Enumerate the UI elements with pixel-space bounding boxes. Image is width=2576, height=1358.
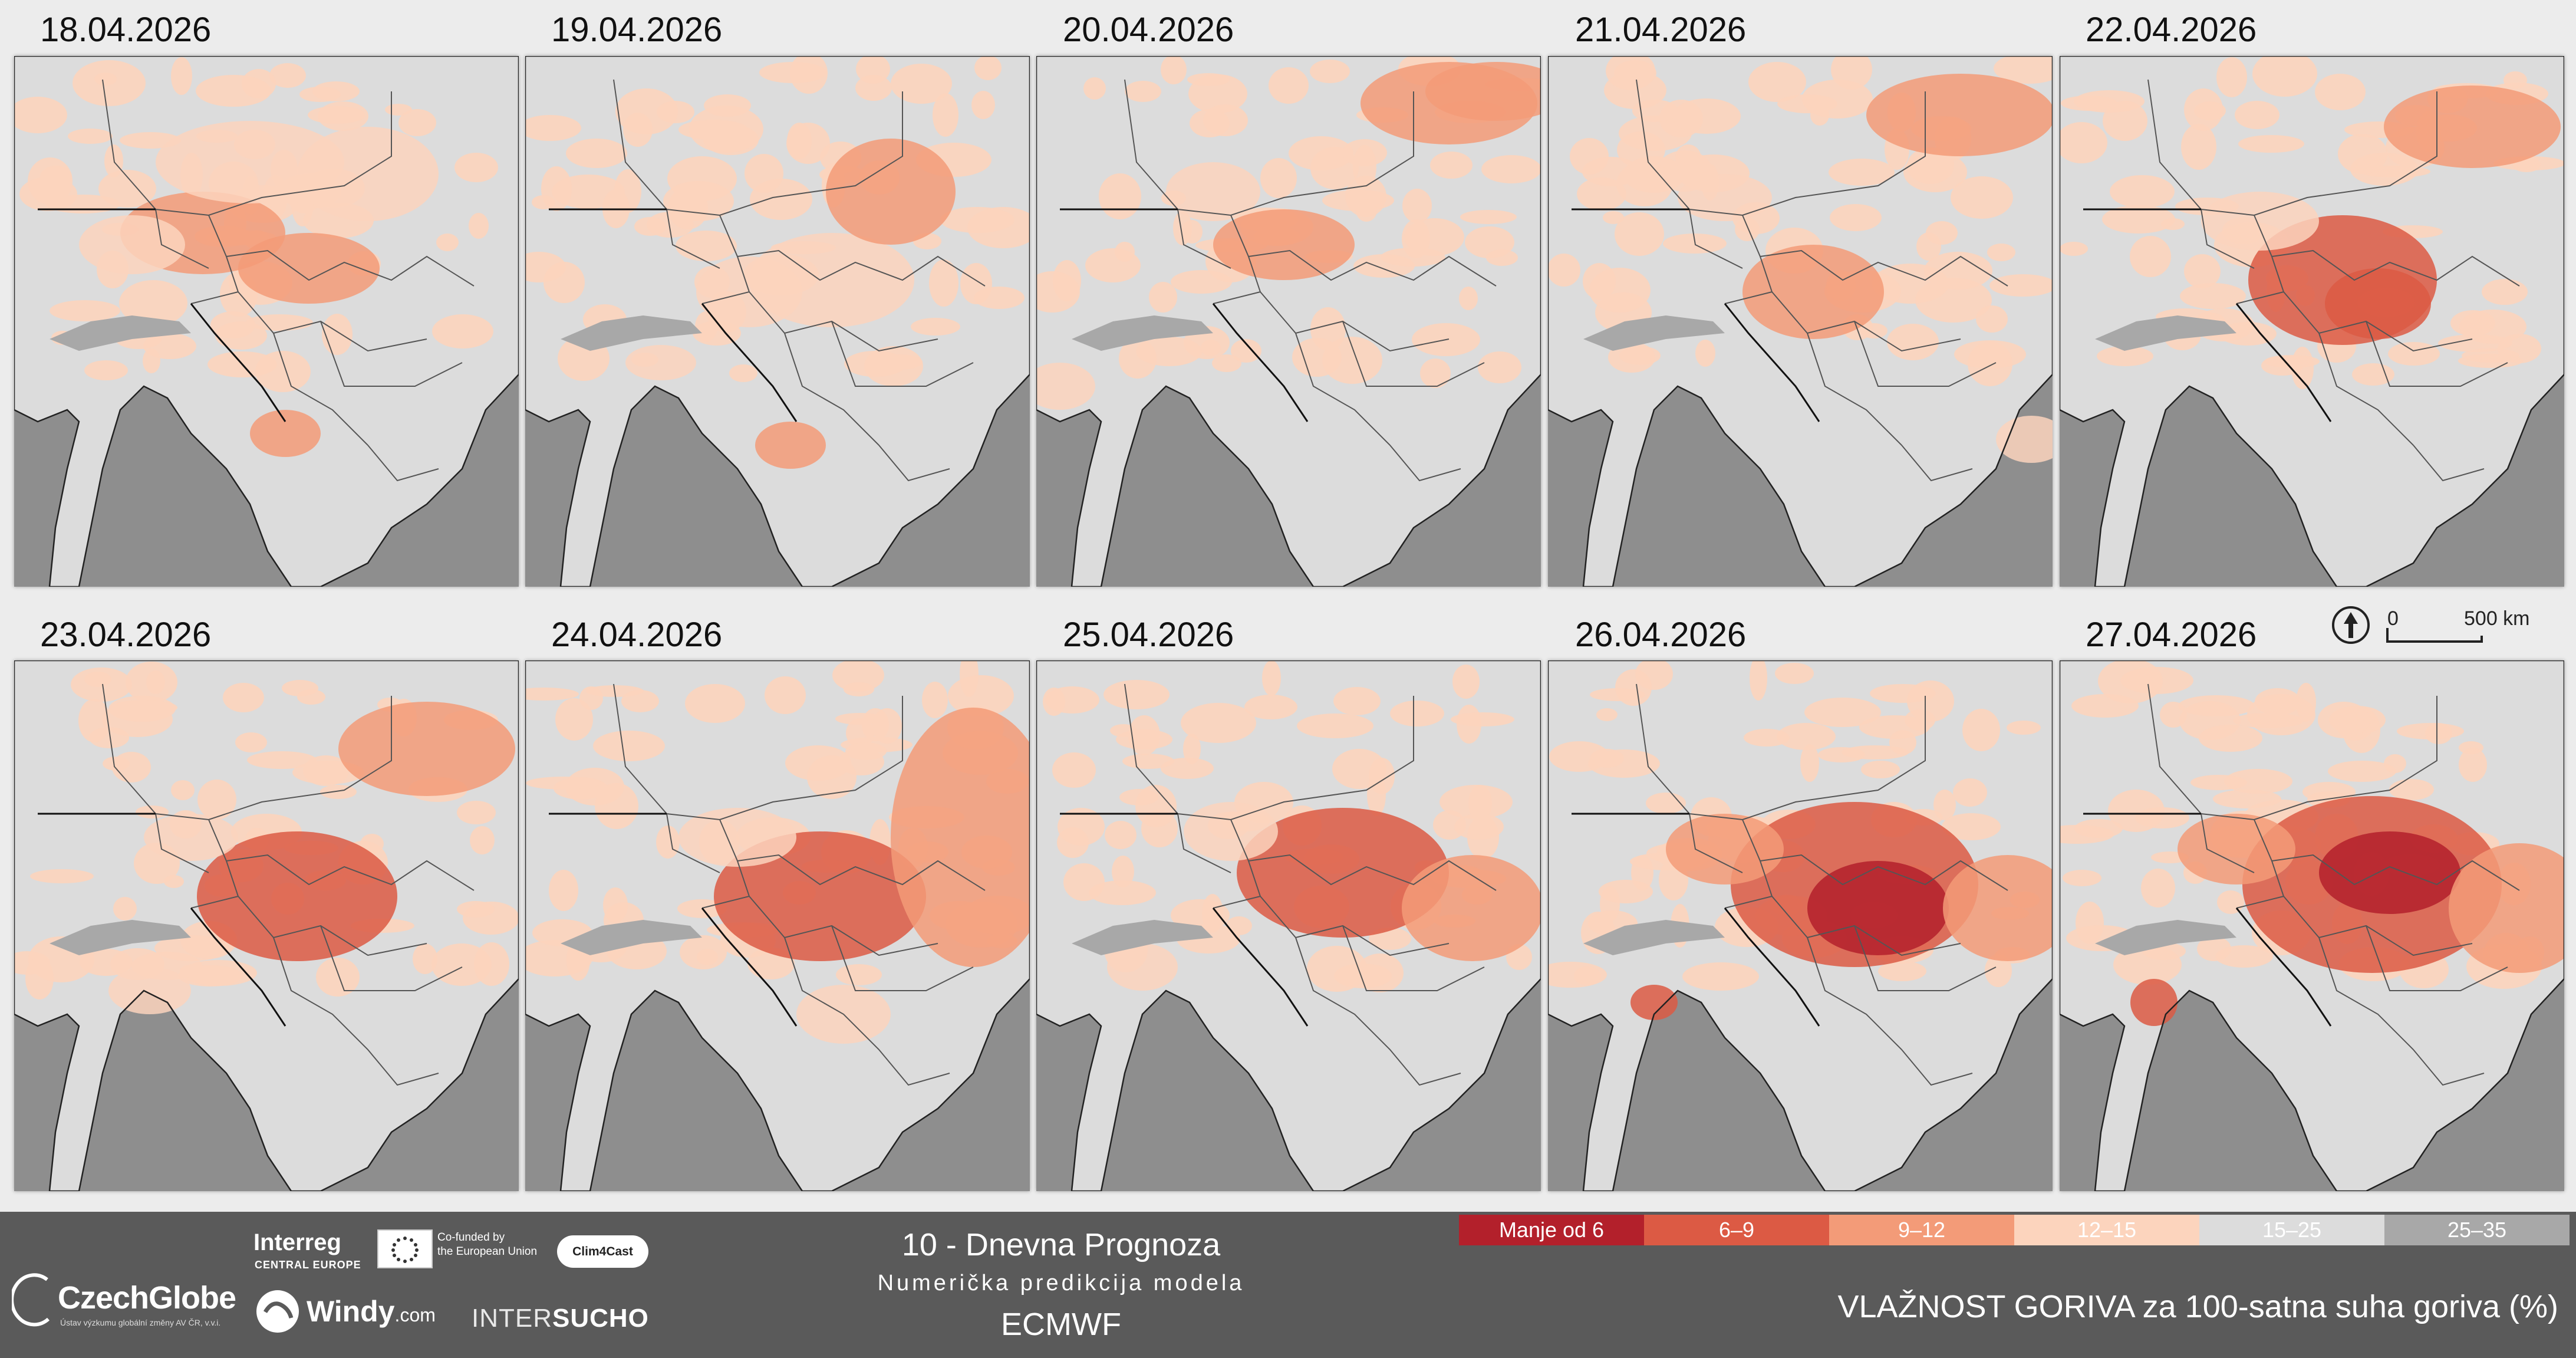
eu-cofunded: Co-funded by the European Union [437,1231,538,1258]
panel-date-8: 25.04.2026 [1063,616,1234,654]
north-arrow-icon [2332,606,2370,644]
scale-zero: 0 [2387,607,2399,630]
czechglobe-ring-icon [12,1273,50,1327]
czechglobe-name: CzechGlobe [58,1280,236,1316]
panel-date-1: 18.04.2026 [40,11,212,49]
interreg-logo: Interreg [253,1229,341,1255]
eu-flag-icon [377,1229,433,1268]
forecast-title: 10 - Dnevna Prognoza [901,1227,1221,1262]
panel-date-9: 26.04.2026 [1575,616,1747,654]
forecast-map-3 [1036,56,1541,587]
intersucho-logo: INTERSUCHO [472,1304,649,1333]
forecast-map-7 [525,660,1030,1191]
scale-distance: 500 km [2464,607,2530,630]
forecast-map-6 [14,660,519,1191]
legend-class-6: 25–35 [2384,1215,2570,1245]
panel-date-4: 21.04.2026 [1575,11,1747,49]
panel-date-5: 22.04.2026 [2086,11,2257,49]
forecast-map-8 [1036,660,1541,1191]
czechglobe-logo: CzechGlobe Ústav výzkumu globální změny … [12,1247,242,1347]
forecast-map-5 [2060,56,2564,587]
color-legend: Manje od 6 6–9 9–12 12–15 15–25 25–35 [1459,1215,2570,1245]
model-name: ECMWF [1001,1307,1121,1342]
legend-class-2: 6–9 [1644,1215,1829,1245]
panel-date-6: 23.04.2026 [40,616,212,654]
scale-bar: 0 500 km [2328,601,2564,649]
clim4cast-logo: Clim4Cast [557,1235,648,1268]
windy-icon [256,1290,299,1333]
legend-class-1: Manje od 6 [1459,1215,1644,1245]
forecast-subtitle: Numerička predikcija modela [877,1271,1245,1295]
forecast-map-10 [2060,660,2564,1191]
legend-class-4: 12–15 [2014,1215,2199,1245]
product-title: VLAŽNOST GORIVA za 100-satna suha goriva… [1837,1289,2558,1324]
forecast-map-9 [1548,660,2053,1191]
windy-logo: Windy.com [307,1295,436,1328]
panel-date-10: 27.04.2026 [2086,616,2257,654]
panel-date-2: 19.04.2026 [551,11,723,49]
czechglobe-sub: Ústav výzkumu globální změny AV ČR, v.v.… [60,1318,221,1327]
legend-class-3: 9–12 [1829,1215,2014,1245]
interreg-sub: CENTRAL EUROPE [255,1259,361,1271]
legend-class-5: 15–25 [2199,1215,2384,1245]
panel-date-7: 24.04.2026 [551,616,723,654]
forecast-map-1 [14,56,519,587]
forecast-map-2 [525,56,1030,587]
forecast-map-4 [1548,56,2053,587]
panel-date-3: 20.04.2026 [1063,11,1234,49]
